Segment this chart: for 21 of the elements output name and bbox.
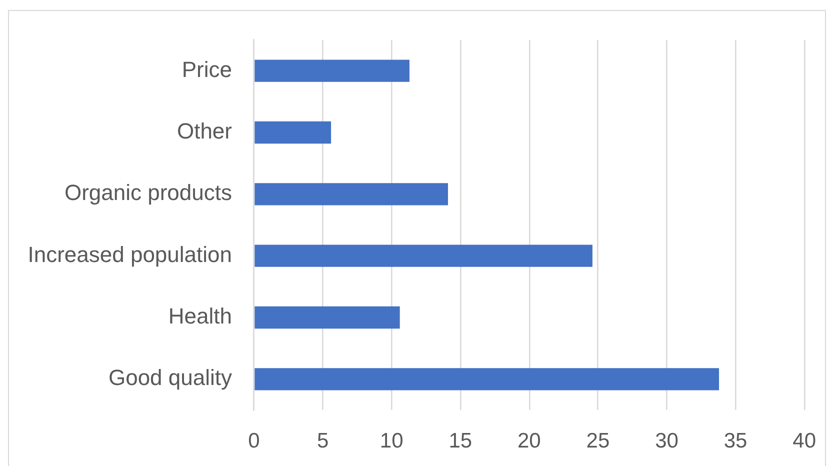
x-tick-label: 25	[586, 429, 610, 452]
bar	[254, 121, 332, 144]
bar	[254, 306, 400, 329]
x-tick-label: 20	[517, 429, 541, 452]
x-tick-label: 0	[248, 429, 260, 452]
y-tick-label: Organic products	[64, 180, 232, 206]
x-tick-label: 40	[792, 429, 816, 452]
bar	[254, 244, 592, 267]
x-tick-label: 35	[724, 429, 748, 452]
bar	[254, 183, 448, 206]
x-tick-label: 30	[655, 429, 678, 452]
y-tick-label: Good quality	[108, 365, 232, 390]
y-tick-label: Increased population	[28, 242, 232, 267]
x-tick-label: 15	[448, 429, 472, 452]
bar	[254, 60, 410, 82]
bar	[254, 368, 720, 390]
y-tick-label: Other	[176, 118, 232, 144]
x-tick-label: 10	[380, 429, 404, 452]
y-tick-label: Health	[168, 304, 232, 329]
x-tick-label: 5	[316, 429, 329, 452]
y-tick-label: Price	[182, 56, 232, 82]
